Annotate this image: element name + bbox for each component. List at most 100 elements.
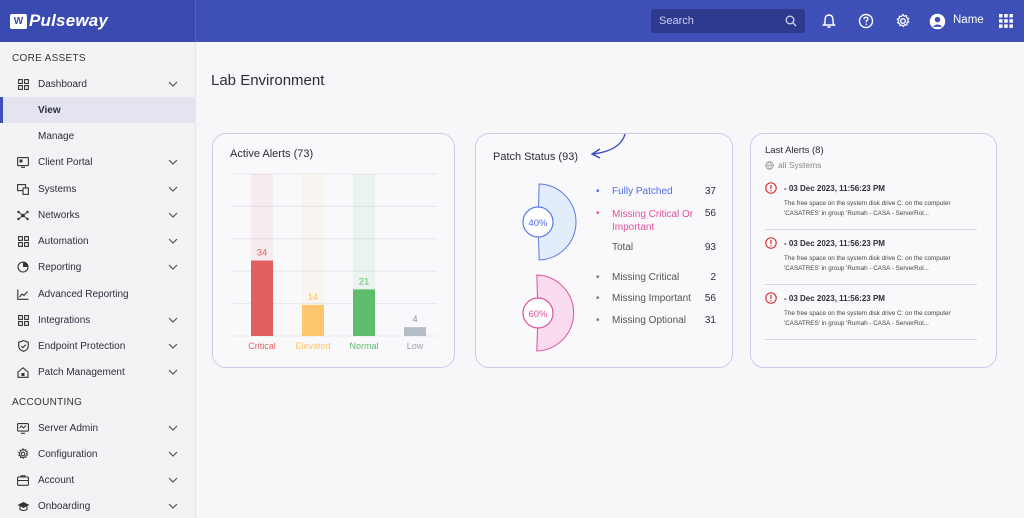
sidebar-item-automation[interactable]: Automation [0,228,195,254]
chevron-down-icon [167,369,179,375]
chevron-down-icon [167,238,179,244]
fully-patched-gauge: 40% [522,183,577,261]
bar-value-label: 4 [412,314,417,325]
sidebar-item-label: Account [38,474,75,486]
top-bar: W Pulseway Search Nam [0,0,1024,42]
alert-date: - 03 Dec 2023, 11:56:23 PM [784,239,885,248]
sidebar-item-dashboard[interactable]: Dashboard [0,71,195,97]
user-name[interactable]: Name [953,14,984,26]
sidebar-item-label: Configuration [38,448,98,460]
sidebar-item-server-admin[interactable]: Server Admin [0,415,195,441]
sidebar-item-label: Server Admin [38,422,99,434]
bar-critical [251,260,273,336]
chevron-down-icon [167,317,179,323]
sidebar-item-label: Integrations [38,314,91,326]
gauge1-label: 40% [528,218,548,229]
alert-message: The free space on the system disk drive … [784,200,951,217]
bell-icon[interactable] [819,11,839,31]
monitor-icon [16,421,30,435]
sidebar-item-manage[interactable]: Manage [0,123,195,149]
sidebar-item-systems[interactable]: Systems [0,176,195,202]
category-label: Critical [248,341,276,351]
gear-icon[interactable] [893,11,913,31]
sidebar-item-label: View [38,104,61,116]
bar-normal [353,289,375,336]
missing-critical-important-label[interactable]: Missing Critical Or Important [612,209,694,233]
last-alerts-subtitle: all Systems [778,160,822,170]
network-icon [16,208,30,222]
search-input[interactable]: Search [651,9,805,33]
sidebar-item-view[interactable]: View [0,97,195,123]
sidebar-item-account[interactable]: Account [0,467,195,493]
line-chart-icon [16,287,30,301]
bar-elevated [302,304,324,336]
chevron-down-icon [167,264,179,270]
alert-date: - 03 Dec 2023, 11:56:23 PM [784,294,885,303]
apps-grid-icon[interactable] [996,11,1016,31]
missing-optional-value: 31 [704,315,716,326]
section-accounting: ACCOUNTING [12,397,83,408]
alert-date: - 03 Dec 2023, 11:56:23 PM [784,184,885,193]
sidebar-item-integrations[interactable]: Integrations [0,307,195,333]
sidebar-item-configuration[interactable]: Configuration [0,441,195,467]
missing-patches-gauge: 60% [522,274,575,352]
missing-optional-label[interactable]: Missing Optional [612,315,686,326]
sidebar-item-patch-management[interactable]: Patch Management [0,359,195,385]
sidebar-item-reporting[interactable]: Reporting [0,254,195,280]
active-alerts-chart: 34 Critical 14 Elevated 21 Normal 4 Low [233,173,437,351]
missing-important-label[interactable]: Missing Important [612,293,691,304]
fully-patched-value: 37 [704,186,716,197]
total-value: 93 [704,242,716,253]
chevron-down-icon [167,477,179,483]
bar-value-label: 21 [359,276,370,287]
sidebar-item-label: Client Portal [38,156,93,168]
last-alerts-title: Last Alerts (8) [765,145,824,156]
grid-icon [16,77,30,91]
bar-background [302,174,324,336]
shield-icon [16,339,30,353]
sidebar-item-label: Systems [38,183,77,195]
alert-list-item[interactable]: - 03 Dec 2023, 11:56:23 PM The free spac… [765,237,977,285]
last-alerts-card[interactable]: Last Alerts (8) all Systems - 03 Dec 202… [750,133,997,368]
sidebar-item-endpoint-protection[interactable]: Endpoint Protection [0,333,195,359]
logo-mark-icon: W [10,13,27,29]
sidebar-item-label: Dashboard [38,78,87,90]
sidebar-item-networks[interactable]: Networks [0,202,195,228]
patch-status-title: Patch Status (93) [493,151,578,163]
alert-list-item[interactable]: - 03 Dec 2023, 11:56:23 PM The free spac… [765,292,977,340]
sidebar-item-onboarding[interactable]: Onboarding [0,493,195,518]
page-title: Lab Environment [211,72,325,89]
legend-dot-icon: • [596,208,600,219]
sidebar: CORE ASSETS Dashboard View Manage Client… [0,42,196,518]
alert-list-item[interactable]: - 03 Dec 2023, 11:56:23 PM The free spac… [765,182,977,230]
bar-low [404,327,426,336]
active-alerts-card[interactable]: Active Alerts (73) 34 Critical 14 Elevated 2… [212,133,455,368]
sidebar-item-client-portal[interactable]: Client Portal [0,149,195,175]
arrow-icon [590,133,626,159]
bullet-icon: • [596,293,600,304]
logo[interactable]: W Pulseway [0,0,196,42]
logo-text: Pulseway [29,11,109,30]
bullet-icon: • [596,315,600,326]
category-label: Normal [349,341,378,351]
user-avatar-icon[interactable] [927,11,947,31]
help-icon[interactable] [856,11,876,31]
sidebar-item-label: Reporting [38,261,82,273]
active-alerts-title: Active Alerts (73) [230,148,314,160]
missing-critical-important-value: 56 [704,208,716,219]
total-label: Total [612,242,634,253]
search-placeholder: Search [659,15,694,27]
missing-critical-label[interactable]: Missing Critical [612,272,680,283]
alert-error-icon [765,182,777,194]
fully-patched-label[interactable]: Fully Patched [612,186,673,197]
portal-icon [16,155,30,169]
patch-status-card[interactable]: Patch Status (93) 40% 60% • Fully Patche… [475,133,733,368]
missing-important-value: 56 [704,293,716,304]
graduation-icon [16,499,30,513]
chevron-down-icon [167,186,179,192]
globe-icon [765,160,774,170]
sidebar-item-advanced-reporting[interactable]: Advanced Reporting [0,281,195,307]
pie-chart-icon [16,260,30,274]
sidebar-item-label: Manage [38,130,75,142]
chevron-down-icon [167,212,179,218]
